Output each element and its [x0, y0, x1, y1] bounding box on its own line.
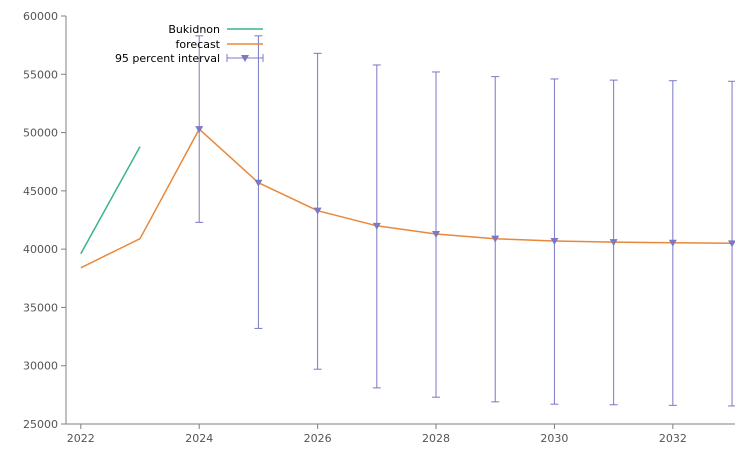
- interval-marker: [550, 237, 559, 245]
- x-tick-label: 2028: [422, 432, 450, 445]
- interval-marker: [254, 179, 263, 187]
- y-tick-label: 40000: [23, 243, 58, 256]
- interval-marker: [372, 222, 381, 230]
- x-tick-label: 2022: [67, 432, 95, 445]
- interval-marker: [313, 207, 322, 215]
- interval-marker: [195, 126, 204, 134]
- legend-item-bukidnon: Bukidnon: [168, 23, 263, 36]
- y-tick-label: 55000: [23, 68, 58, 81]
- legend-swatch-marker: [241, 55, 249, 62]
- y-tick-label: 25000: [23, 418, 58, 431]
- interval-marker: [668, 239, 677, 247]
- series-line-forecast: [80, 128, 733, 269]
- series-line-bukidnon: [80, 146, 141, 255]
- y-tick-label: 50000: [23, 127, 58, 140]
- legend-label: forecast: [176, 38, 221, 51]
- interval-marker: [609, 239, 618, 247]
- y-tick-label: 35000: [23, 301, 58, 314]
- y-tick-label: 60000: [23, 10, 58, 23]
- interval-marker: [728, 240, 735, 248]
- plot-area: [80, 35, 735, 407]
- y-tick-label: 30000: [23, 360, 58, 373]
- legend-item-interval: 95 percent interval: [115, 52, 264, 65]
- interval-marker: [491, 235, 500, 243]
- y-tick-label: 45000: [23, 185, 58, 198]
- x-tick-label: 2030: [540, 432, 568, 445]
- x-tick-label: 2026: [304, 432, 332, 445]
- x-tick-label: 2032: [659, 432, 687, 445]
- axes: 25000 30000 35000 40000 45000 50000 55000 60000…: [23, 10, 735, 445]
- x-tick-label: 2024: [185, 432, 213, 445]
- legend-label: 95 percent interval: [115, 52, 220, 65]
- legend-label: Bukidnon: [168, 23, 220, 36]
- legend-item-forecast: forecast: [176, 38, 263, 51]
- interval-marker: [432, 230, 441, 238]
